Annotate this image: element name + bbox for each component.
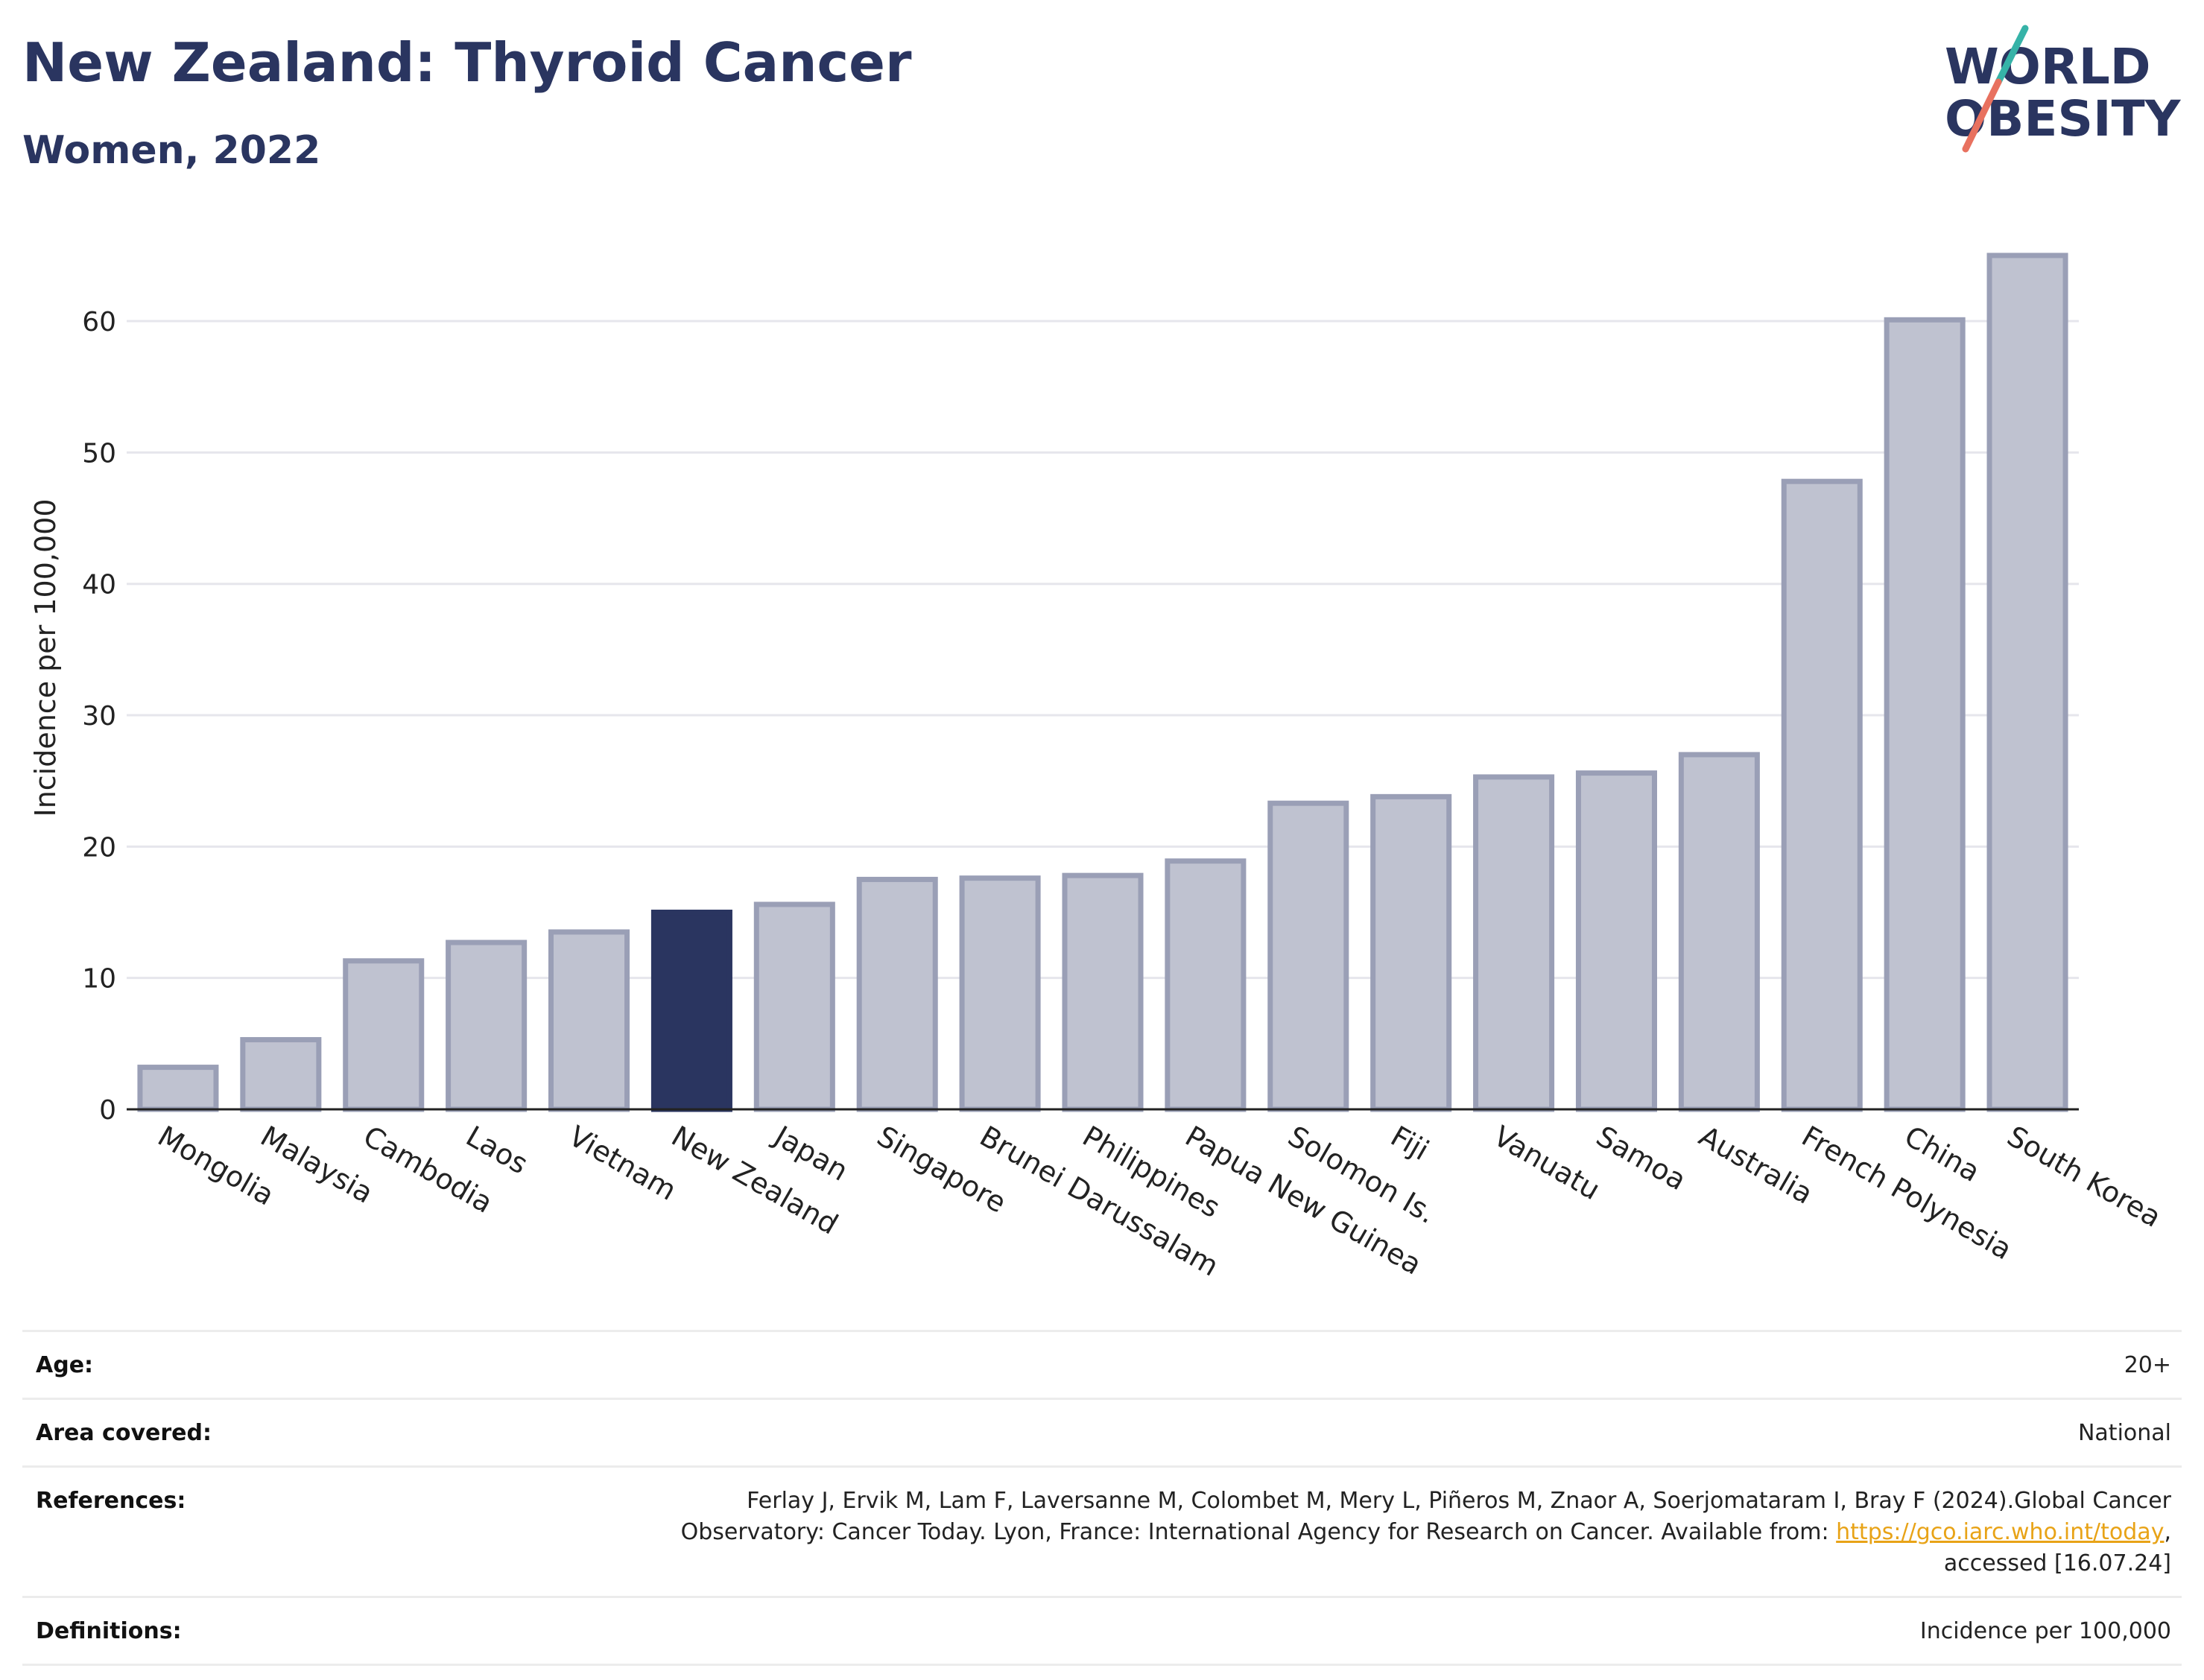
y-axis-ticks: 0 10 20 30 40 50 60	[82, 307, 116, 1126]
bar-china	[1884, 317, 1966, 1112]
bar-brunei-darussalam	[959, 875, 1041, 1112]
info-row-definitions: Definitions: Incidence per 100,000	[22, 1596, 2182, 1666]
bar-australia	[1678, 752, 1760, 1112]
references-text: Ferlay J, Ervik M, Lam F, Laversanne M, …	[680, 1488, 2171, 1545]
info-row-area: Area covered: National	[22, 1398, 2182, 1465]
bar-samoa	[1575, 770, 1657, 1112]
references-link[interactable]: https://gco.iarc.who.int/today	[1836, 1519, 2165, 1545]
y-tick-label: 60	[82, 307, 116, 337]
info-row-references: References: Ferlay J, Ervik M, Lam F, La…	[22, 1465, 2182, 1596]
chart-subtitle: Women, 2022	[22, 128, 321, 173]
y-tick-label: 0	[99, 1095, 116, 1126]
bar-mongolia	[137, 1065, 219, 1112]
bar-papua-new-guinea	[1165, 858, 1247, 1112]
y-tick-label: 50	[82, 438, 116, 469]
age-label: Age:	[36, 1352, 94, 1378]
bar-laos	[446, 939, 528, 1112]
info-row-age: Age: 20+	[22, 1330, 2182, 1398]
bar-malaysia	[240, 1037, 322, 1112]
bar-japan	[753, 901, 835, 1112]
logo-line-1: WORLD	[1945, 38, 2151, 95]
definitions-value: Incidence per 100,000	[1919, 1618, 2171, 1644]
x-tick-label: Samoa	[1591, 1120, 1691, 1197]
area-value: National	[2077, 1420, 2171, 1446]
bar-vietnam	[548, 929, 630, 1112]
bar-vanuatu	[1473, 774, 1555, 1112]
bar-philippines	[1062, 872, 1144, 1112]
bar-solomon-is	[1267, 800, 1349, 1112]
age-value: 20+	[2124, 1352, 2171, 1378]
logo-line-2: OBESITY	[1945, 90, 2182, 148]
world-obesity-logo: WORLD OBESITY	[1945, 25, 2182, 153]
x-tick-label: Vanuatu	[1488, 1120, 1606, 1206]
bar-cambodia	[343, 958, 425, 1112]
y-tick-label: 20	[82, 832, 116, 863]
bar-south-korea	[1986, 253, 2068, 1112]
x-tick-label: Australia	[1694, 1120, 1819, 1211]
area-label: Area covered:	[36, 1420, 212, 1446]
info-table: Age: 20+ Area covered: National Referenc…	[22, 1330, 2182, 1666]
references-value: Ferlay J, Ervik M, Lam F, Laversanne M, …	[607, 1486, 2171, 1579]
bars	[137, 253, 2068, 1112]
chart-title: New Zealand: Thyroid Cancer	[22, 31, 912, 94]
logo-slash-teal	[1995, 25, 2029, 86]
y-tick-label: 10	[82, 964, 116, 995]
x-tick-label: Mongolia	[152, 1120, 279, 1212]
definitions-label: Definitions:	[36, 1618, 182, 1644]
bar-new-zealand	[650, 910, 732, 1112]
bar-singapore	[856, 876, 938, 1112]
x-tick-label: South Korea	[2002, 1120, 2167, 1234]
y-tick-label: 30	[82, 701, 116, 732]
x-tick-label: Vietnam	[563, 1120, 682, 1207]
y-axis-title: Incidence per 100,000	[29, 498, 62, 817]
x-tick-label: Laos	[460, 1120, 533, 1181]
x-tick-label: Malaysia	[255, 1120, 379, 1210]
y-tick-label: 40	[82, 570, 116, 600]
references-label: References:	[36, 1488, 186, 1514]
bar-french-polynesia	[1781, 478, 1863, 1112]
references-accessed: , accessed [16.07.24]	[1943, 1519, 2171, 1576]
x-tick-label: Fiji	[1385, 1120, 1434, 1167]
logo-slash-coral	[1962, 78, 2002, 153]
bar-fiji	[1370, 793, 1452, 1112]
